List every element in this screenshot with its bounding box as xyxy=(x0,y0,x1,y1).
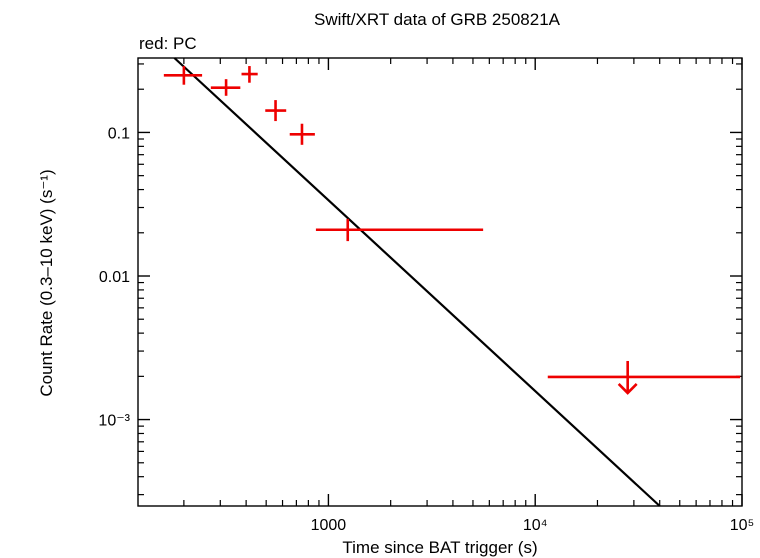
data-points xyxy=(163,66,741,395)
model-fit-line xyxy=(173,57,661,507)
x-major-ticks: 1000 10⁴ 10⁵ xyxy=(311,58,754,534)
x-tick-label: 10⁴ xyxy=(523,517,548,534)
y-major-ticks: 0.1 0.01 10⁻³ xyxy=(98,125,742,430)
legend-label: red: PC xyxy=(139,34,197,53)
upper-limit-arrow xyxy=(617,383,638,395)
x-axis-label: Time since BAT trigger (s) xyxy=(342,538,537,557)
x-tick-label: 1000 xyxy=(311,517,347,534)
y-tick-label: 0.1 xyxy=(108,125,130,142)
plot-frame xyxy=(137,57,743,507)
y-minor-ticks xyxy=(138,63,742,496)
y-tick-label: 0.01 xyxy=(99,269,130,286)
x-tick-label: 10⁵ xyxy=(730,517,754,534)
y-axis-label: Count Rate (0.3–10 keV) (s⁻¹) xyxy=(37,169,56,396)
y-tick-label: 10⁻³ xyxy=(98,413,130,430)
chart-title: Swift/XRT data of GRB 250821A xyxy=(314,10,561,29)
x-minor-ticks xyxy=(183,58,734,506)
